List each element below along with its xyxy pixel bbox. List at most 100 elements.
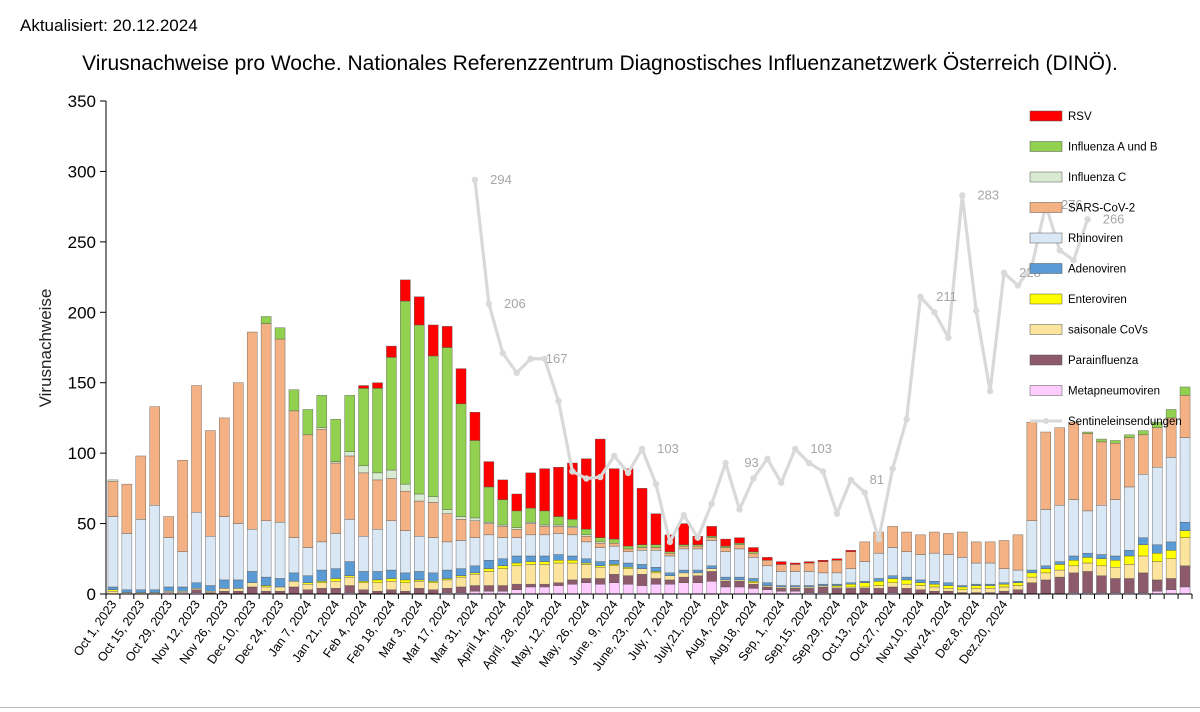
bar-segment bbox=[441, 326, 453, 348]
bar-segment bbox=[929, 552, 940, 582]
bar-segment bbox=[1096, 438, 1107, 443]
bar-segment bbox=[692, 572, 703, 576]
bar-segment bbox=[1138, 555, 1149, 574]
bar-segment bbox=[497, 479, 509, 500]
sentinel-point bbox=[499, 349, 507, 357]
sentinel-data-label: 276 bbox=[1061, 197, 1083, 212]
sentinel-data-label: 93 bbox=[744, 455, 758, 470]
sentinel-data-label: 294 bbox=[490, 172, 512, 187]
bar-segment bbox=[302, 589, 314, 595]
bar-segment bbox=[511, 510, 522, 528]
bar-segment bbox=[469, 574, 481, 586]
bar-segment bbox=[386, 357, 397, 471]
bar-segment bbox=[246, 571, 258, 583]
bar-segment bbox=[706, 540, 717, 567]
bar-segment bbox=[1068, 559, 1079, 567]
bar-segment bbox=[1110, 499, 1121, 557]
bar-segment bbox=[344, 395, 355, 452]
bar-segment bbox=[720, 586, 731, 595]
bar-segment bbox=[1040, 431, 1052, 510]
bar-segment bbox=[219, 516, 230, 581]
bar-segment bbox=[915, 554, 926, 581]
bar-segment bbox=[762, 589, 773, 595]
sentinel-point bbox=[527, 355, 534, 362]
bar-segment bbox=[400, 490, 411, 531]
bar-segment bbox=[483, 559, 495, 569]
legend-label: Enteroviren bbox=[1068, 294, 1127, 306]
bar-segment bbox=[288, 586, 300, 595]
bar-segment bbox=[177, 590, 188, 593]
bar-segment bbox=[817, 583, 829, 586]
bar-segment bbox=[553, 562, 564, 583]
bar-segment bbox=[567, 526, 578, 528]
bar-segment bbox=[358, 536, 369, 572]
bar-segment bbox=[414, 493, 425, 502]
bar-segment bbox=[608, 574, 620, 583]
bar-segment bbox=[1124, 578, 1135, 593]
bar-segment bbox=[358, 582, 369, 590]
bar-segment bbox=[511, 493, 522, 512]
bar-segment bbox=[678, 569, 690, 574]
sentinel-point bbox=[903, 416, 910, 423]
bar-segment bbox=[469, 412, 481, 441]
bar-segment bbox=[414, 588, 425, 595]
bar-segment bbox=[441, 578, 453, 581]
bar-segment bbox=[1096, 565, 1107, 576]
bar-segment bbox=[107, 479, 119, 482]
sentinel-point bbox=[945, 334, 952, 341]
bar-segment bbox=[915, 534, 926, 555]
bar-segment bbox=[1165, 578, 1177, 590]
y-tick-label: 0 bbox=[87, 585, 96, 604]
bar-segment bbox=[246, 331, 258, 530]
sentinel-point bbox=[610, 452, 618, 460]
bar-segment bbox=[706, 536, 717, 538]
bar-segment bbox=[720, 538, 731, 547]
bar-segment bbox=[539, 564, 550, 585]
y-tick-label: 100 bbox=[68, 444, 96, 463]
bar-segment bbox=[511, 527, 522, 530]
bar-segment bbox=[706, 568, 717, 572]
bar-segment bbox=[246, 529, 258, 572]
bar-segment bbox=[497, 537, 509, 559]
bar-segment bbox=[177, 586, 188, 592]
bar-segment bbox=[163, 590, 174, 593]
bar-segment bbox=[441, 579, 453, 589]
bar-segment bbox=[455, 368, 467, 405]
bar-segment bbox=[1068, 499, 1079, 557]
legend-swatch bbox=[1029, 171, 1063, 183]
bar-segment bbox=[1179, 565, 1191, 588]
bar-segment bbox=[260, 316, 272, 324]
bar-segment bbox=[539, 561, 550, 565]
bar-segment bbox=[957, 557, 968, 586]
bar-segment bbox=[595, 583, 606, 595]
bar-segment bbox=[831, 558, 843, 561]
bar-segment bbox=[553, 526, 564, 534]
bar-segment bbox=[497, 499, 509, 526]
bar-segment bbox=[748, 551, 759, 554]
bar-segment bbox=[1151, 427, 1163, 468]
bar-segment bbox=[776, 586, 787, 589]
bar-segment bbox=[970, 583, 982, 586]
bar-segment bbox=[316, 427, 328, 430]
bar-segment bbox=[497, 524, 509, 527]
bar-segment bbox=[845, 586, 857, 589]
bar-segment bbox=[386, 469, 397, 479]
sentinel-point bbox=[485, 300, 493, 308]
bar-segment bbox=[469, 537, 481, 567]
sentinel-point bbox=[931, 309, 938, 316]
bar-segment bbox=[1068, 572, 1079, 593]
bar-segment bbox=[887, 547, 898, 576]
bar-segment bbox=[1138, 572, 1149, 593]
bar-segment bbox=[233, 523, 244, 581]
sentinel-data-label: 266 bbox=[1103, 211, 1125, 226]
bar-segment bbox=[344, 576, 355, 586]
bar-segment bbox=[455, 516, 467, 520]
bar-segment bbox=[567, 583, 578, 595]
bar-segment bbox=[1179, 530, 1191, 538]
bar-segment bbox=[915, 579, 926, 583]
bar-segment bbox=[302, 582, 314, 585]
bar-segment bbox=[803, 571, 815, 586]
bar-segment bbox=[1040, 565, 1052, 569]
bar-segment bbox=[441, 588, 453, 593]
bar-segment bbox=[1082, 431, 1093, 434]
